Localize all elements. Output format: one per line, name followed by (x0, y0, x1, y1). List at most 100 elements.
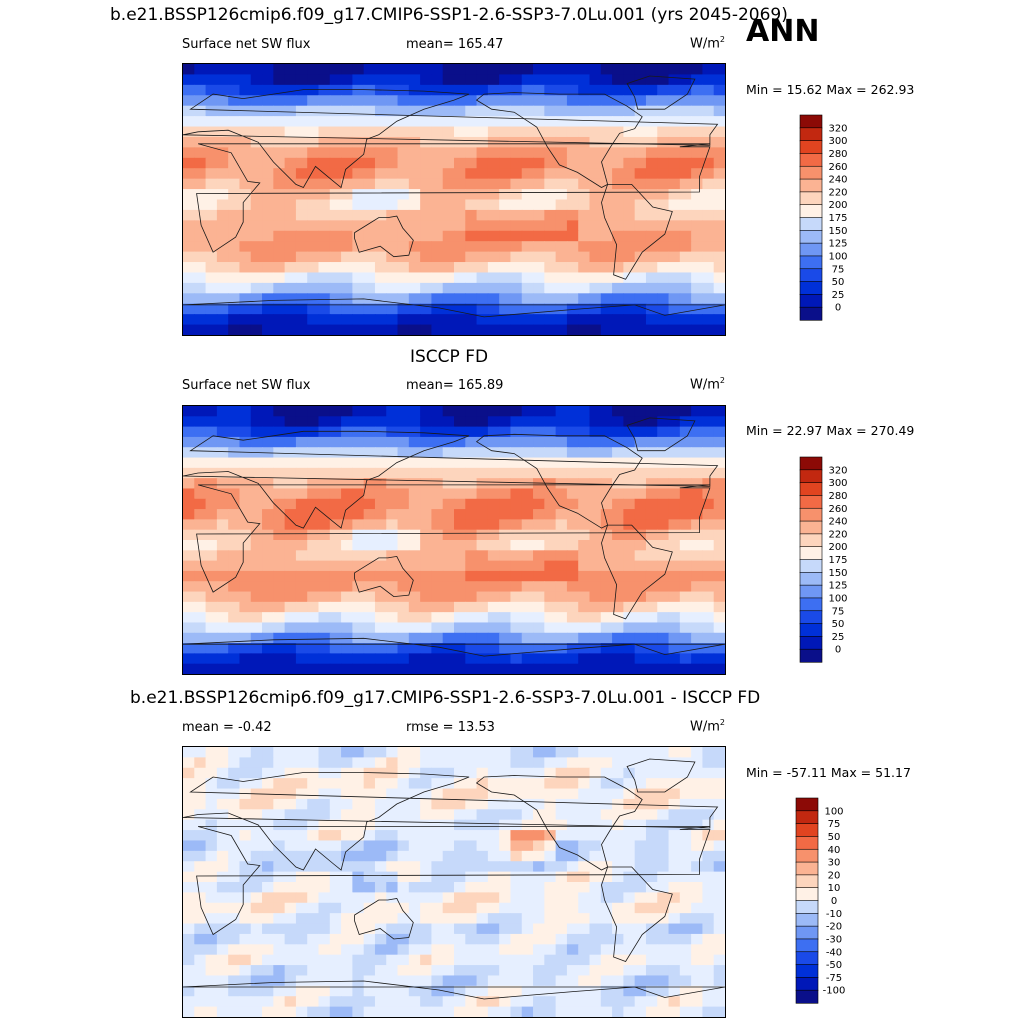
colorbar-tick-label: 0 (835, 303, 841, 314)
grid-cell (566, 282, 579, 294)
grid-cell (589, 126, 602, 138)
grid-cell (589, 199, 602, 211)
grid-cell (250, 241, 263, 253)
grid-cell (329, 892, 342, 904)
grid-cell (566, 882, 579, 893)
grid-cell (702, 840, 715, 852)
grid-cell (183, 509, 195, 520)
grid-cell (239, 126, 252, 138)
grid-cell (307, 251, 320, 263)
colorbar-tick-label: 240 (828, 175, 847, 186)
grid-cell (397, 303, 410, 315)
grid-cell (713, 241, 725, 253)
grid-cell (262, 798, 274, 810)
grid-cell (216, 488, 229, 500)
grid-cell (420, 540, 433, 551)
grid-cell (623, 478, 636, 490)
grid-cell (668, 498, 681, 510)
grid-cell (634, 293, 647, 305)
grid-cell (566, 996, 579, 1008)
grid-cell (555, 178, 568, 190)
grid-cell (386, 861, 399, 873)
grid-cell (307, 663, 320, 674)
grid-cell (307, 622, 320, 634)
grid-cell (668, 293, 681, 305)
grid-cell (555, 632, 568, 644)
grid-cell (442, 488, 455, 500)
grid-cell (612, 747, 624, 758)
grid-cell (397, 178, 410, 190)
grid-cell (329, 819, 342, 831)
grid-cell (420, 467, 433, 479)
grid-cell (544, 262, 557, 274)
grid-cell (555, 540, 568, 551)
grid-cell (589, 105, 602, 117)
grid-cell (612, 478, 624, 490)
grid-cell (465, 189, 478, 201)
grid-cell (408, 262, 421, 274)
grid-cell (205, 282, 218, 294)
grid-cell (273, 632, 286, 644)
grid-cell (465, 74, 478, 86)
grid-cell (341, 591, 353, 603)
grid-cell (295, 830, 308, 842)
grid-cell (228, 612, 241, 624)
grid-cell (600, 416, 613, 428)
grid-cell (589, 767, 602, 779)
grid-cell (386, 788, 399, 800)
grid-cell (668, 436, 681, 448)
grid-cell (544, 840, 557, 852)
grid-cell (442, 324, 455, 335)
grid-cell (521, 819, 534, 831)
grid-cell (397, 157, 410, 169)
grid-cell (544, 581, 557, 593)
grid-cell (533, 105, 545, 117)
grid-cell (589, 293, 602, 305)
grid-cell (476, 622, 489, 634)
grid-cell (183, 612, 195, 624)
grid-cell (454, 84, 466, 96)
grid-cell (228, 478, 241, 490)
grid-cell (250, 892, 263, 904)
grid-cell (521, 209, 534, 221)
grid-cell (194, 303, 207, 315)
grid-cell (352, 788, 365, 800)
grid-cell (600, 209, 613, 221)
grid-cell (228, 293, 241, 305)
grid-cell (352, 314, 365, 326)
grid-cell (341, 147, 353, 159)
grid-cell (499, 478, 512, 490)
grid-cell (702, 663, 715, 674)
grid-cell (431, 767, 444, 779)
grid-cell (476, 178, 489, 190)
grid-cell (578, 830, 591, 842)
grid-cell (262, 303, 274, 315)
grid-cell (431, 478, 444, 490)
grid-cell (544, 1006, 557, 1017)
grid-cell (307, 406, 320, 417)
grid-cell (521, 923, 534, 935)
grid-cell (397, 570, 410, 582)
grid-cell (612, 157, 624, 169)
grid-cell (273, 272, 286, 284)
grid-cell (510, 478, 523, 490)
grid-cell (668, 416, 681, 428)
grid-cell (183, 168, 195, 180)
grid-cell (386, 467, 399, 479)
grid-cell (476, 241, 489, 253)
colorbar-swatch (799, 469, 823, 484)
grid-cell (205, 157, 218, 169)
grid-cell (645, 147, 658, 159)
grid-cell (386, 747, 399, 758)
grid-cell (713, 282, 725, 294)
grid-cell (363, 488, 376, 500)
grid-cell (442, 509, 455, 520)
grid-cell (679, 478, 692, 490)
grid-cell (476, 519, 489, 531)
grid-cell (408, 778, 421, 790)
grid-cell (341, 324, 353, 335)
grid-cell (623, 230, 636, 242)
grid-cell (228, 819, 241, 831)
grid-cell (589, 902, 602, 914)
grid-cell (454, 519, 466, 531)
